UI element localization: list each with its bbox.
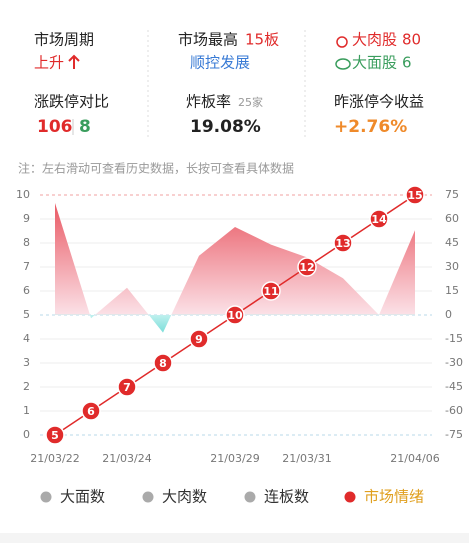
point-label: 12 — [299, 261, 314, 274]
area — [55, 203, 415, 333]
point-label: 15 — [407, 189, 422, 202]
point-label: 11 — [263, 285, 278, 298]
point — [297, 257, 317, 277]
point — [117, 377, 137, 397]
y-tick-label: 0 — [23, 428, 30, 441]
point-label: 10 — [227, 309, 243, 322]
point — [405, 185, 425, 205]
x-tick-label: 21/03/29 — [210, 452, 259, 465]
value: +2.76% — [334, 117, 407, 137]
note: 注：左右滑动可查看历史数据，长按可查看具体数据 — [18, 161, 294, 176]
y-tick-label: 6 — [23, 284, 30, 297]
noodle-icon — [335, 58, 351, 70]
point-label: 13 — [335, 237, 350, 250]
y-tick-label: 2 — [23, 380, 30, 393]
y2-tick-label: 0 — [445, 308, 452, 321]
y-tick-label: 3 — [23, 356, 30, 369]
label: 大肉股 — [352, 31, 397, 49]
y2-tick-label: 30 — [445, 260, 459, 273]
value: 上升 — [34, 54, 64, 72]
legend-swatch — [244, 491, 256, 503]
value: 15板 — [245, 31, 279, 49]
point — [261, 281, 281, 301]
y2-tick-label: 60 — [445, 212, 459, 225]
point — [45, 425, 65, 445]
y-tick-label: 7 — [23, 260, 30, 273]
point — [189, 329, 209, 349]
point — [225, 305, 245, 325]
label: 涨跌停对比 — [34, 93, 109, 111]
y2-tick-label: -30 — [445, 356, 463, 369]
x-tick-label: 21/03/31 — [282, 452, 331, 465]
point — [369, 209, 389, 229]
legend-swatch — [344, 491, 356, 503]
label: 市场最高 — [178, 31, 238, 49]
legend-swatch — [40, 491, 52, 503]
stock-name[interactable]: 顺控发展 — [190, 54, 250, 72]
point — [333, 233, 353, 253]
y2-tick-label: -75 — [445, 428, 463, 441]
label: 市场周期 — [34, 31, 94, 49]
y-tick-label: 10 — [16, 188, 30, 201]
legend-swatch — [142, 491, 154, 503]
label: 大面股 — [352, 54, 397, 72]
x-tick-label: 21/03/24 — [102, 452, 151, 465]
y2-tick-label: 15 — [445, 284, 459, 297]
point-label: 9 — [195, 333, 203, 346]
point — [81, 401, 101, 421]
x-tick-label: 21/04/06 — [390, 452, 439, 465]
point-label: 14 — [371, 213, 387, 226]
value: 6 — [402, 54, 412, 72]
legend-label: 连板数 — [264, 488, 309, 506]
value: 8 — [79, 117, 91, 137]
label: 昨涨停今收益 — [334, 93, 424, 111]
point-label: 5 — [51, 429, 59, 442]
y2-tick-label: 45 — [445, 236, 459, 249]
x-tick-label: 21/03/22 — [30, 452, 79, 465]
label: 炸板率 — [186, 93, 231, 111]
y2-tick-label: -45 — [445, 380, 463, 393]
value: 19.08% — [190, 117, 261, 137]
footer-band — [0, 533, 469, 543]
point-label: 6 — [87, 405, 95, 418]
value: 80 — [402, 31, 421, 49]
y-tick-label: 1 — [23, 404, 30, 417]
count: 25家 — [238, 95, 263, 109]
y2-tick-label: -60 — [445, 404, 463, 417]
legend-label: 大肉数 — [162, 488, 207, 506]
legend-label: 大面数 — [60, 488, 105, 506]
chart: 012345678910-75-60-45-30-150153045607521… — [16, 185, 463, 506]
point — [153, 353, 173, 373]
point-label: 7 — [123, 381, 131, 394]
legend-label: 市场情绪 — [364, 488, 424, 506]
value: 106 — [37, 117, 73, 137]
y2-tick-label: 75 — [445, 188, 459, 201]
y-tick-label: 9 — [23, 212, 30, 225]
y-tick-label: 8 — [23, 236, 30, 249]
meat-icon — [336, 36, 348, 48]
y-tick-label: 4 — [23, 332, 30, 345]
arrow-icon — [68, 54, 80, 69]
y2-tick-label: -15 — [445, 332, 463, 345]
point-label: 8 — [159, 357, 167, 370]
y-tick-label: 5 — [23, 308, 30, 321]
